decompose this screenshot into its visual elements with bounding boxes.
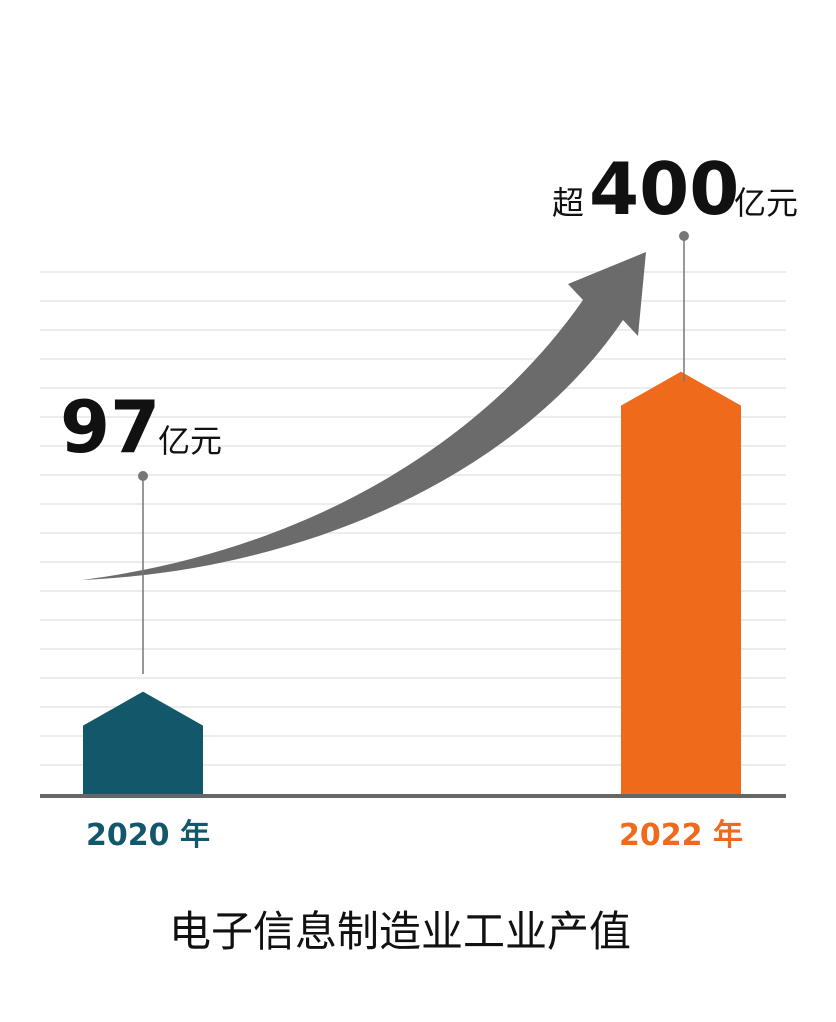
annotation-2020: 97 亿元: [60, 385, 222, 674]
category-label-2022: 2022 年: [619, 818, 743, 853]
prefix-label-2022: 超: [552, 184, 584, 222]
value-label-2020: 97: [60, 385, 160, 469]
trend-arrow: [82, 252, 646, 580]
chart-title: 电子信息制造业工业产值: [169, 907, 631, 956]
unit-label-2020: 亿元: [158, 422, 222, 460]
bar-1: [621, 371, 741, 794]
unit-label-2022: 亿元: [734, 184, 798, 222]
leader-dot-2022: [679, 231, 689, 241]
annotation-2022: 超 400 亿元: [552, 147, 798, 382]
bar-0: [83, 691, 203, 794]
value-label-2022: 400: [589, 147, 739, 231]
bars: [83, 371, 741, 794]
category-label-2020: 2020 年: [86, 818, 210, 853]
leader-dot-2020: [138, 471, 148, 481]
